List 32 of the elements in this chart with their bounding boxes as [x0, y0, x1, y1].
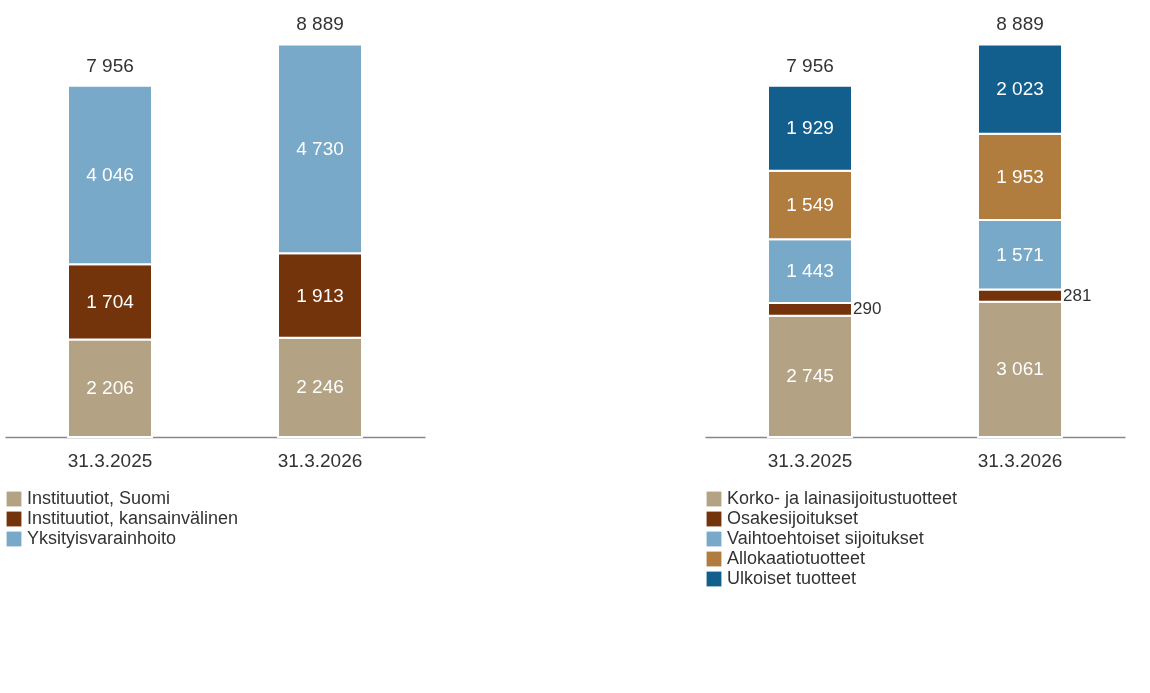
data-label: 4 730 — [296, 137, 344, 159]
data-label: 1 913 — [296, 284, 344, 306]
legend-label: Ulkoiset tuotteet — [727, 568, 857, 588]
total-label: 8 889 — [996, 13, 1044, 35]
legend-label: Allokaatiotuotteet — [727, 548, 866, 568]
legend-label: Yksityisvarainhoito — [27, 528, 177, 548]
data-label: 3 061 — [996, 358, 1044, 380]
legend-label: Korko- ja lainasijoitustuotteet — [727, 488, 958, 508]
data-label: 1 929 — [786, 117, 834, 139]
data-label: 1 571 — [996, 243, 1044, 265]
data-label: 281 — [1063, 285, 1092, 305]
legend-label: Instituutiot, kansainvälinen — [27, 508, 239, 528]
data-label: 1 549 — [786, 194, 834, 216]
x-tick-label: 31.3.2026 — [277, 449, 363, 471]
data-label: 4 046 — [86, 164, 134, 186]
data-label: 2 246 — [296, 376, 344, 398]
data-label: 1 953 — [996, 165, 1044, 187]
total-label: 8 889 — [296, 13, 344, 35]
x-tick-label: 31.3.2025 — [767, 449, 853, 471]
data-label: 290 — [853, 299, 882, 319]
legend-label: Vaihtoehtoiset sijoitukset — [727, 528, 924, 548]
data-label: 2 745 — [786, 365, 834, 387]
legend-label: Osakesijoitukset — [727, 508, 859, 528]
data-label: 1 443 — [786, 260, 834, 282]
x-tick-label: 31.3.2026 — [977, 449, 1063, 471]
data-label: 1 704 — [86, 290, 135, 312]
legend-label: Instituutiot, Suomi — [27, 488, 171, 508]
data-label: 2 206 — [86, 377, 134, 399]
data-label: 2 023 — [996, 78, 1044, 100]
total-label: 7 956 — [786, 54, 834, 76]
x-tick-label: 31.3.2025 — [67, 449, 153, 471]
total-label: 7 956 — [86, 54, 134, 76]
